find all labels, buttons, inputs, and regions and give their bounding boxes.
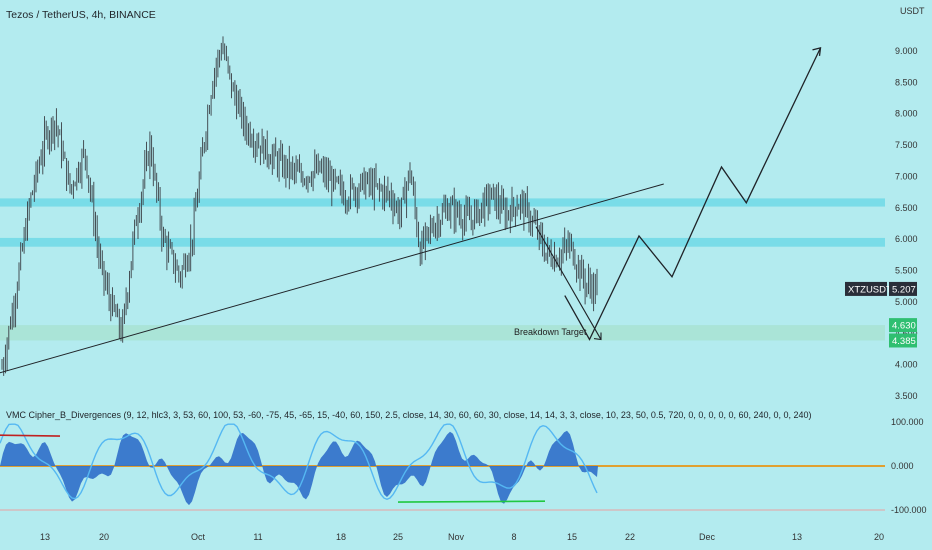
- price-tick: 4.500: [895, 328, 918, 338]
- osc-divergence-green: [397, 500, 546, 503]
- breakdown-arrow: [535, 226, 602, 340]
- price-zones: [0, 198, 885, 341]
- oscillator-title: VMC Cipher_B_Divergences (9, 12, hlc3, 3…: [6, 410, 812, 420]
- time-tick: 22: [625, 532, 635, 542]
- time-tick: 20: [99, 532, 109, 542]
- osc-signal-line: [0, 423, 598, 501]
- breakdown-arrowhead: [593, 332, 602, 341]
- price-tick: 9.000: [895, 46, 918, 56]
- projection-arrowhead: [812, 47, 822, 56]
- price-tick: 3.500: [895, 391, 918, 401]
- time-tick: 13: [40, 532, 50, 542]
- osc-tick: 100.000: [891, 417, 924, 427]
- breakdown-target-label: Breakdown Target: [514, 327, 587, 337]
- time-tick: 18: [336, 532, 346, 542]
- price-tick: 5.000: [895, 297, 918, 307]
- price-tick: 7.500: [895, 140, 918, 150]
- projection-path: [535, 47, 822, 341]
- price-tick: 4.000: [895, 360, 918, 370]
- price-tick: 8.000: [895, 109, 918, 119]
- time-tick: Nov: [448, 532, 465, 542]
- time-tick: 11: [253, 532, 262, 542]
- time-tick: Oct: [191, 532, 206, 542]
- time-tick: 8: [511, 532, 516, 542]
- zone-resistance: [0, 198, 885, 207]
- osc-divergence-red: [0, 434, 61, 437]
- target-badge: [889, 318, 917, 333]
- zone-breakdown-target-zone: [0, 325, 885, 341]
- symbol-badge: [845, 281, 887, 296]
- price-axis: 9.000 8.500 8.000 7.500 7.000 6.500 6.000 5.500…: [891, 46, 927, 515]
- price-candles: [1, 36, 598, 376]
- last-price-badge: [889, 281, 917, 296]
- time-tick: 15: [567, 532, 577, 542]
- chart-title: Tezos / TetherUS, 4h, BINANCE: [6, 9, 156, 21]
- time-axis: 13 20 Oct 11 18 25 Nov 8 15 22 Dec 13 20: [40, 532, 884, 542]
- time-tick: 20: [874, 532, 884, 542]
- price-tick: 6.500: [895, 203, 918, 213]
- price-tick: 5.500: [895, 266, 918, 276]
- trendline: [0, 183, 664, 374]
- projection-line: [564, 47, 822, 341]
- price-badges: XTZUSDT 5.207 4.630 4.385: [845, 281, 917, 348]
- currency-label: USDT: [900, 6, 925, 16]
- osc-tick: 0.000: [891, 461, 914, 471]
- time-tick: Dec: [699, 532, 716, 542]
- osc-tick: -100.000: [891, 505, 927, 515]
- time-tick: 25: [393, 532, 403, 542]
- target-badge: [889, 333, 917, 348]
- price-tick: 6.000: [895, 234, 918, 244]
- target-badge-text: 4.385: [892, 336, 916, 347]
- symbol-badge-text: XTZUSDT: [848, 284, 892, 295]
- chart-annotations: Breakdown Target: [514, 327, 587, 337]
- oscillator-panel: [0, 423, 885, 511]
- time-tick: 13: [792, 532, 802, 542]
- trendline-segment: [0, 183, 664, 374]
- zone-support: [0, 237, 885, 247]
- last-price-text: 5.207: [892, 284, 916, 295]
- price-tick: 8.500: [895, 77, 918, 87]
- target-badge-text: 4.630: [892, 321, 916, 332]
- osc-wave-area: [0, 430, 598, 506]
- price-tick: 7.000: [895, 171, 918, 181]
